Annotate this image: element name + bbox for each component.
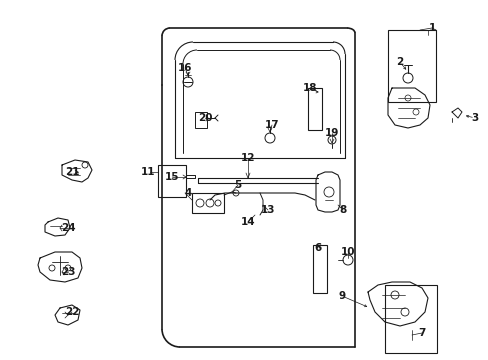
Text: 7: 7	[417, 328, 425, 338]
Text: 2: 2	[396, 57, 403, 67]
Bar	[307, 88, 321, 130]
Text: 24: 24	[61, 223, 75, 233]
Text: 22: 22	[64, 307, 79, 317]
Text: 13: 13	[260, 205, 275, 215]
Text: 12: 12	[240, 153, 255, 163]
Bar	[192, 193, 224, 213]
Text: 19: 19	[324, 128, 339, 138]
Text: 5: 5	[234, 180, 241, 190]
Bar	[312, 245, 326, 293]
Text: 9: 9	[338, 291, 345, 301]
Text: 3: 3	[470, 113, 478, 123]
Text: 6: 6	[314, 243, 321, 253]
Bar	[158, 165, 185, 197]
Text: 23: 23	[61, 267, 75, 277]
Bar	[387, 30, 435, 102]
Text: 1: 1	[427, 23, 435, 33]
Text: 10: 10	[340, 247, 354, 257]
Text: 17: 17	[264, 120, 279, 130]
Text: 11: 11	[141, 167, 155, 177]
Text: 21: 21	[64, 167, 79, 177]
Text: 20: 20	[197, 113, 212, 123]
Text: 18: 18	[302, 83, 317, 93]
Text: 15: 15	[164, 172, 179, 182]
Text: 4: 4	[184, 188, 191, 198]
Text: 16: 16	[177, 63, 192, 73]
Bar	[195, 112, 206, 128]
Bar	[384, 285, 436, 353]
Text: 14: 14	[240, 217, 255, 227]
Text: 8: 8	[339, 205, 346, 215]
